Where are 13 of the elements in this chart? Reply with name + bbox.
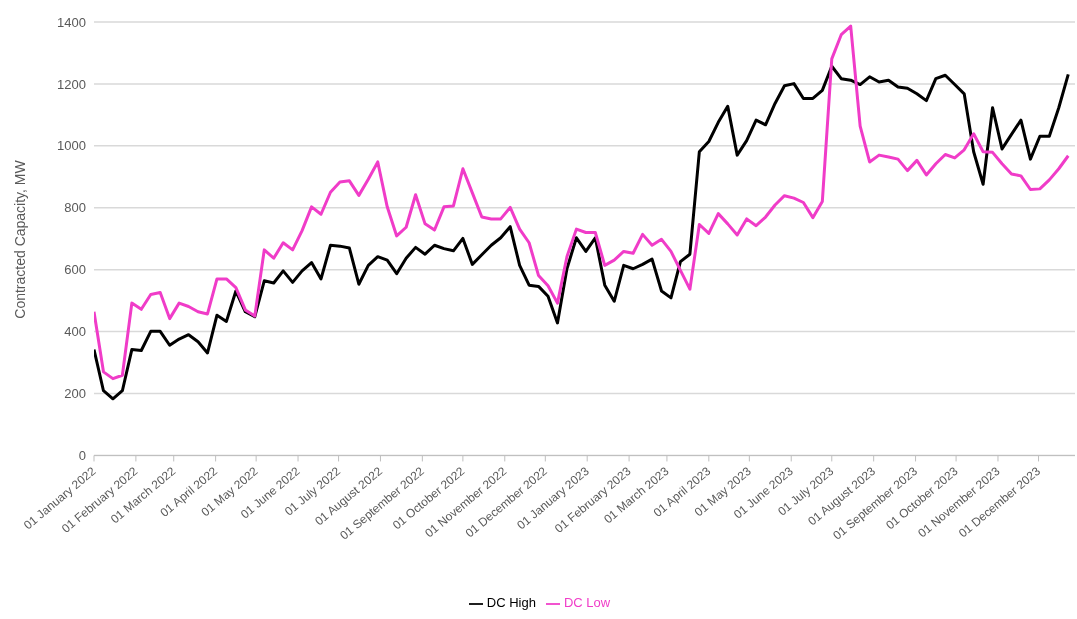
- legend-label: DC High: [486, 595, 536, 611]
- y-tick-label: 800: [64, 200, 86, 216]
- y-tick-label: 1400: [57, 14, 86, 30]
- y-axis-title: Contracted Capacity, MW: [11, 159, 28, 319]
- y-tick-label: 1200: [57, 76, 86, 92]
- line-series: [94, 64, 1070, 401]
- y-tick-label: 1000: [57, 138, 86, 154]
- line-series: [94, 24, 1070, 381]
- y-tick-label: 200: [64, 386, 86, 402]
- y-tick-label: 400: [64, 324, 86, 340]
- y-tick-label: 0: [78, 448, 86, 464]
- y-tick-label: 600: [64, 262, 86, 278]
- legend-label: DC Low: [563, 595, 611, 611]
